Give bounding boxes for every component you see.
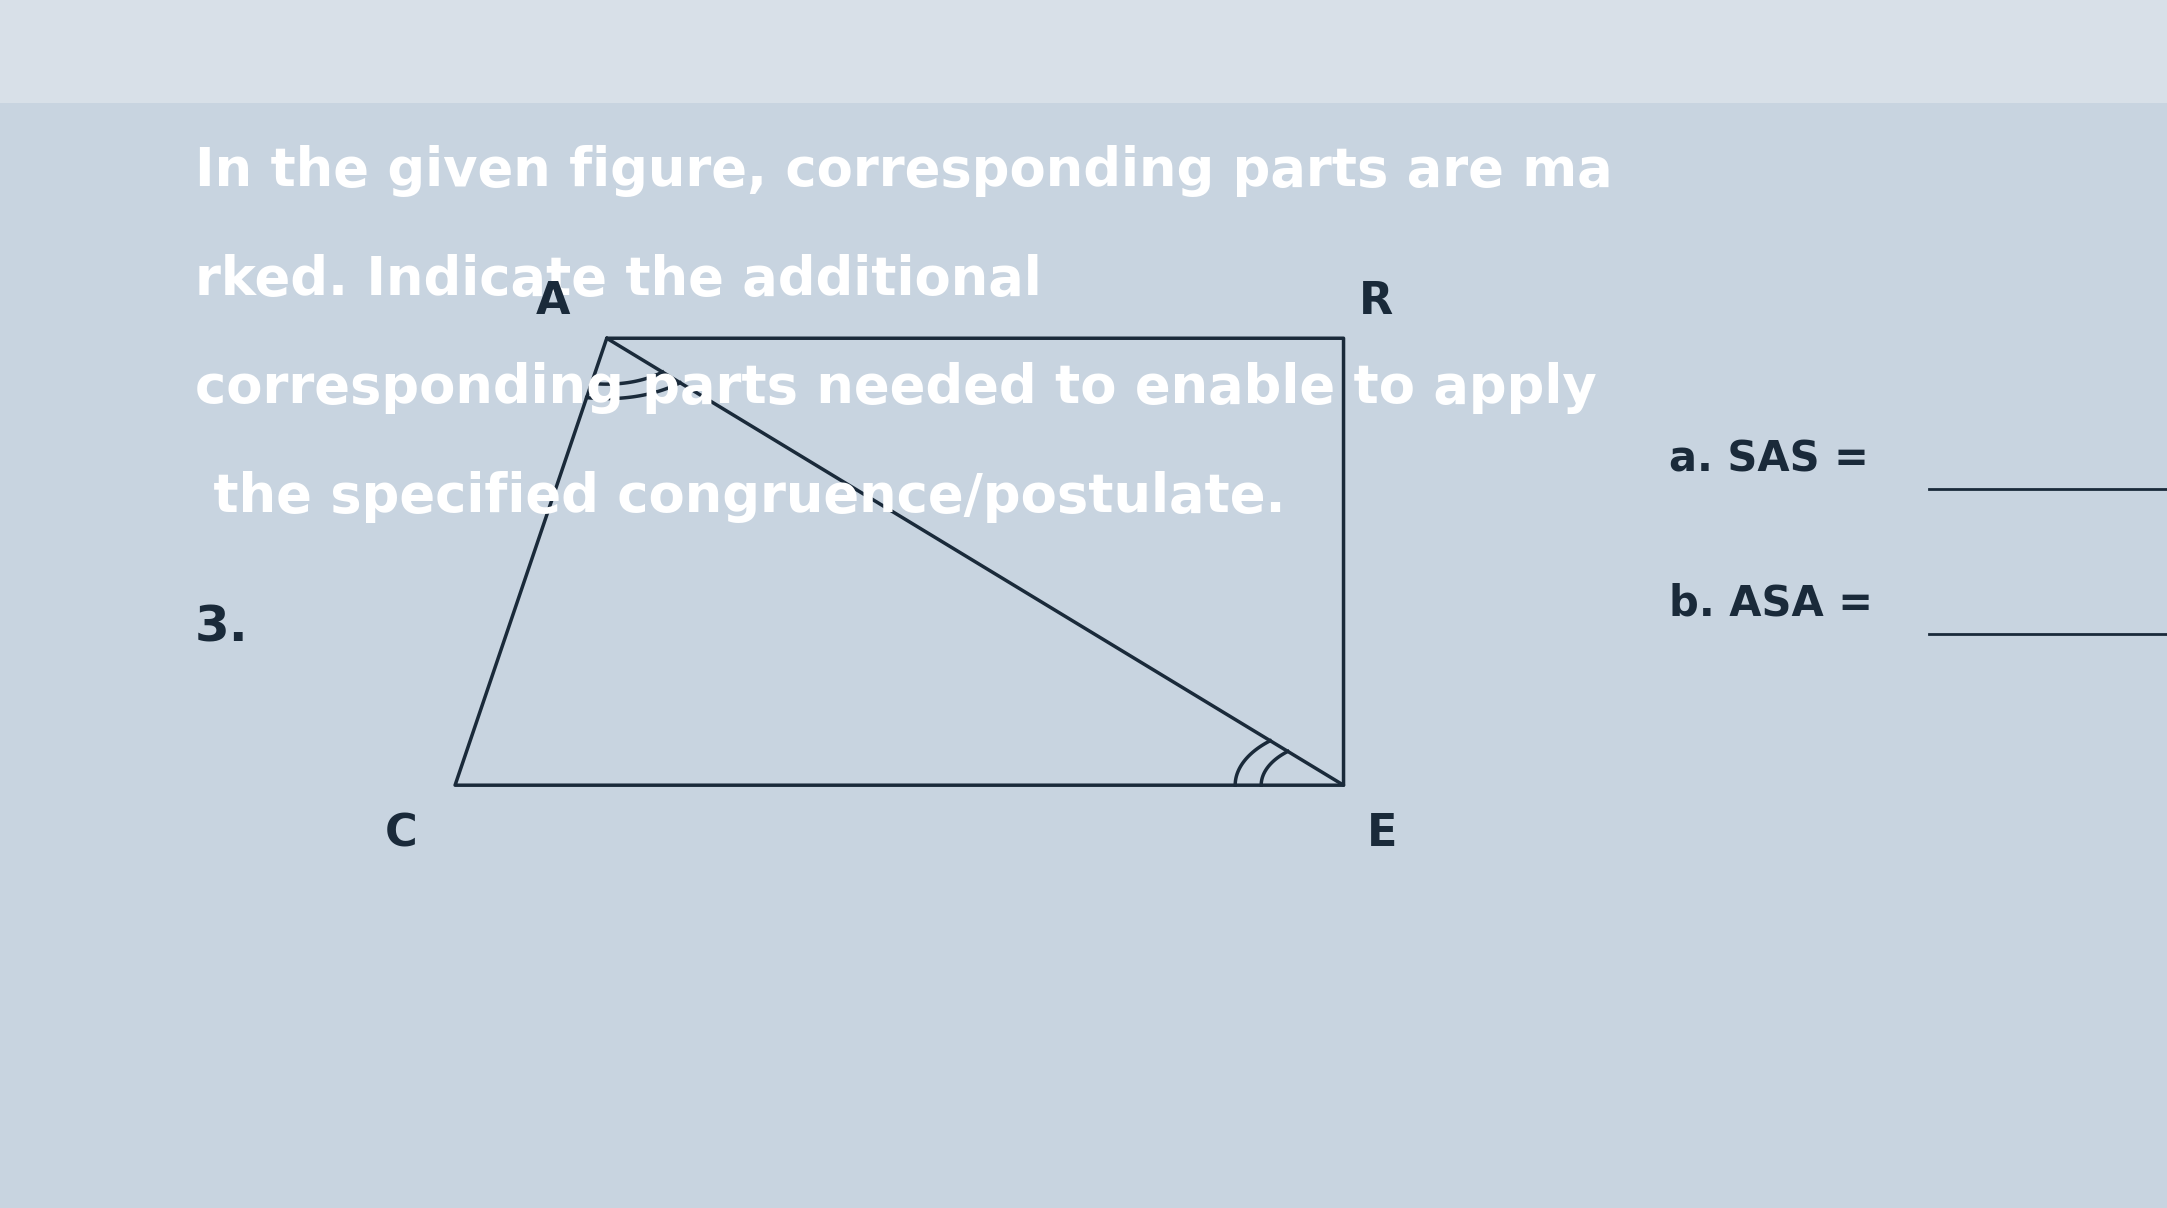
Text: 3.: 3. <box>195 604 249 652</box>
Text: A: A <box>535 280 570 324</box>
Text: E: E <box>1367 812 1398 855</box>
Text: b. ASA =: b. ASA = <box>1669 583 1872 625</box>
Text: corresponding parts needed to enable to apply: corresponding parts needed to enable to … <box>195 362 1597 414</box>
Text: a. SAS =: a. SAS = <box>1669 439 1868 480</box>
Text: C: C <box>384 812 418 855</box>
Text: the specified congruence/postulate.: the specified congruence/postulate. <box>195 471 1285 523</box>
Text: In the given figure, corresponding parts are ma: In the given figure, corresponding parts… <box>195 145 1612 197</box>
Text: rked. Indicate the additional: rked. Indicate the additional <box>195 254 1042 306</box>
FancyBboxPatch shape <box>0 0 2167 103</box>
Text: R: R <box>1359 280 1393 324</box>
